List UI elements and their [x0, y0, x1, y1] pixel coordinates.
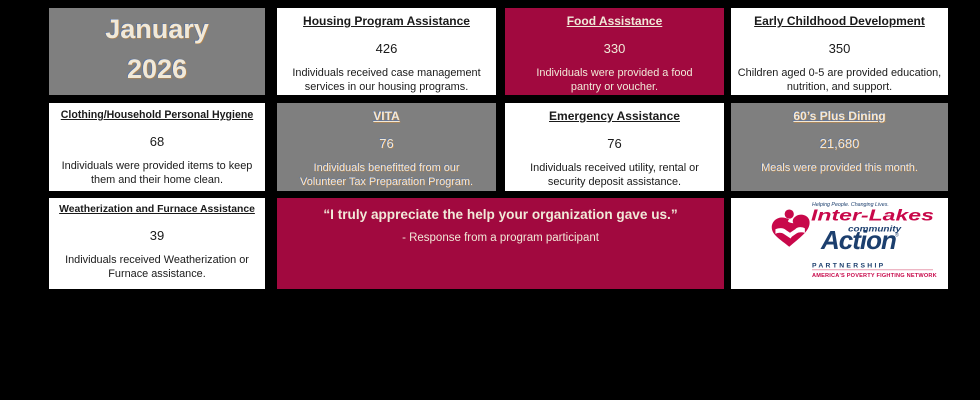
svg-text:Inter-Lakes: Inter-Lakes: [811, 207, 934, 225]
svg-text:AMERICA'S POVERTY FIGHTING NET: AMERICA'S POVERTY FIGHTING NETWORK: [812, 273, 937, 279]
svg-text:PARTNERSHIP: PARTNERSHIP: [812, 263, 886, 270]
svg-text:Action: Action: [820, 225, 896, 255]
svg-text:®: ®: [895, 232, 899, 239]
